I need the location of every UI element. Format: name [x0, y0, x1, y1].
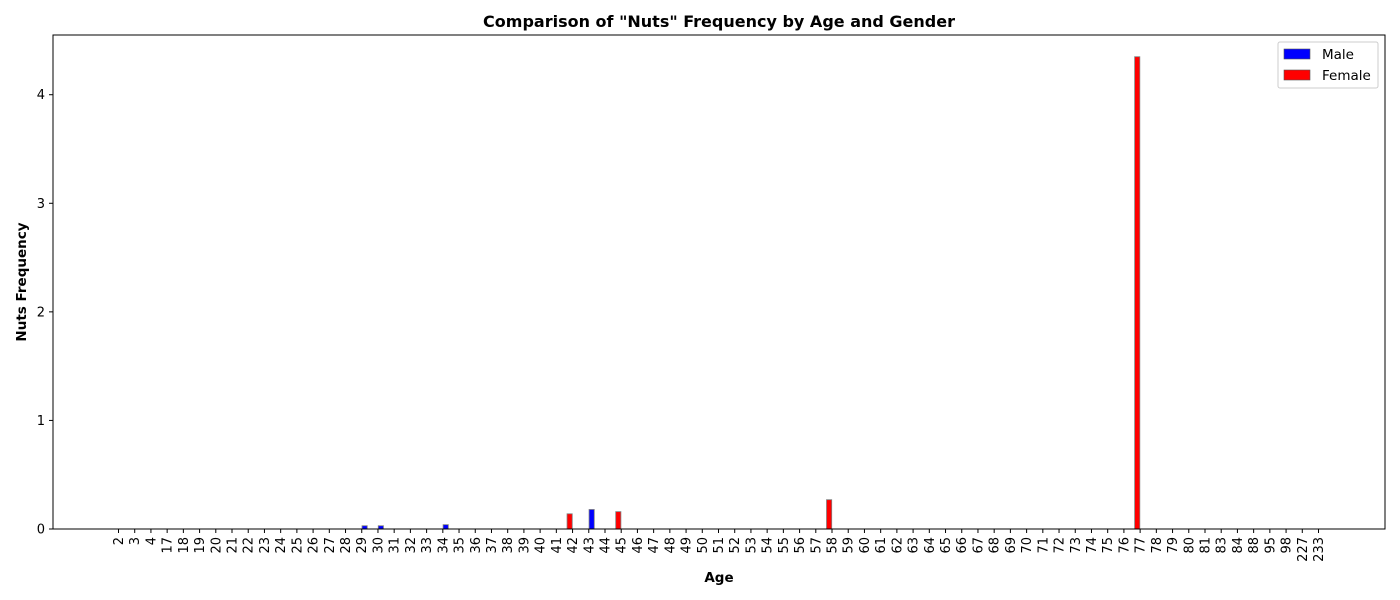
x-tick-label-50: 50	[696, 537, 711, 554]
y-tick-label: 1	[37, 414, 45, 429]
x-tick-label-47: 47	[647, 537, 662, 554]
x-tick-label-88: 88	[1247, 537, 1262, 554]
x-tick-label-65: 65	[939, 537, 954, 554]
x-tick-label-41: 41	[550, 537, 565, 554]
x-tick-label-49: 49	[680, 537, 695, 554]
x-tick-label-38: 38	[501, 537, 516, 554]
bar-male-age-43	[588, 509, 595, 530]
plot-frame	[52, 34, 1386, 530]
x-tick-label-62: 62	[890, 537, 905, 554]
x-tick-label-26: 26	[307, 537, 322, 554]
x-tick-label-23: 23	[258, 537, 273, 554]
legend-swatch-male	[1283, 48, 1311, 60]
x-tick-label-74: 74	[1085, 537, 1100, 554]
x-tick-label-66: 66	[955, 537, 970, 554]
x-tick-label-45: 45	[615, 537, 630, 554]
x-tick-label-36: 36	[469, 537, 484, 554]
x-tick-label-57: 57	[809, 537, 824, 554]
y-axis: 0 1 2 3 4	[37, 88, 53, 538]
x-tick-label-21: 21	[226, 537, 241, 554]
bar-male-age-34	[442, 524, 449, 530]
x-tick-label-77: 77	[1134, 537, 1149, 554]
x-tick-label-79: 79	[1166, 537, 1181, 554]
bar-female-age-45	[615, 511, 622, 530]
x-tick-label-24: 24	[274, 537, 289, 554]
x-tick-label-35: 35	[453, 537, 468, 554]
x-tick-label-52: 52	[728, 537, 743, 554]
x-tick-label-67: 67	[971, 537, 986, 554]
x-tick-label-56: 56	[793, 537, 808, 554]
legend: Male Female	[1277, 41, 1379, 89]
x-tick-label-27: 27	[323, 537, 338, 554]
x-tick-label-98: 98	[1280, 537, 1295, 554]
x-tick-label-40: 40	[534, 537, 549, 554]
x-tick-label-61: 61	[874, 537, 889, 554]
x-tick-label-42: 42	[566, 537, 581, 554]
x-tick-label-39: 39	[517, 537, 532, 554]
x-tick-label-33: 33	[420, 537, 435, 554]
bar-female-age-58	[826, 499, 833, 530]
bar-female-age-42	[566, 513, 573, 530]
bar-female-age-77	[1134, 56, 1141, 530]
x-tick-label-81: 81	[1198, 537, 1213, 554]
x-tick-label-46: 46	[631, 537, 646, 554]
x-tick-label-30: 30	[371, 537, 386, 554]
x-tick-label-95: 95	[1263, 537, 1278, 554]
x-tick-label-31: 31	[388, 537, 403, 554]
x-tick-label-69: 69	[1004, 537, 1019, 554]
x-tick-label-68: 68	[988, 537, 1003, 554]
x-tick-label-19: 19	[193, 537, 208, 554]
y-tick-label: 2	[37, 305, 45, 320]
x-tick-label-43: 43	[582, 537, 597, 554]
x-tick-label-2: 2	[112, 537, 127, 545]
x-tick-label-28: 28	[339, 537, 354, 554]
x-tick-label-73: 73	[1069, 537, 1084, 554]
x-tick-label-83: 83	[1215, 537, 1230, 554]
x-tick-label-51: 51	[712, 537, 727, 554]
x-tick-label-37: 37	[485, 537, 500, 554]
x-tick-label-71: 71	[1036, 537, 1051, 554]
bars-group	[361, 56, 1141, 530]
x-tick-label-84: 84	[1231, 537, 1246, 554]
x-tick-label-22: 22	[242, 537, 257, 554]
x-tick-label-60: 60	[858, 537, 873, 554]
x-axis: 2 3 4 17 18 19 20 21 22 23 24 25 26 27 28 29 30 31 32 33 34 3…	[112, 529, 1327, 562]
x-tick-label-227: 227	[1296, 537, 1311, 562]
x-tick-label-72: 72	[1053, 537, 1068, 554]
x-tick-label-58: 58	[826, 537, 841, 554]
x-tick-label-78: 78	[1150, 537, 1165, 554]
x-tick-label-3: 3	[128, 537, 143, 545]
y-tick-label: 0	[37, 523, 45, 538]
x-tick-label-48: 48	[663, 537, 678, 554]
x-tick-label-29: 29	[355, 537, 370, 554]
x-tick-label-70: 70	[1020, 537, 1035, 554]
x-tick-label-55: 55	[777, 537, 792, 554]
x-tick-label-76: 76	[1117, 537, 1132, 554]
y-axis-label: Nuts Frequency	[14, 222, 30, 341]
x-tick-label-54: 54	[761, 537, 776, 554]
x-tick-label-34: 34	[436, 537, 451, 554]
x-tick-label-44: 44	[598, 537, 613, 554]
legend-swatch-female	[1283, 69, 1311, 81]
x-tick-label-80: 80	[1182, 537, 1197, 554]
legend-label-male: Male	[1322, 47, 1354, 63]
x-tick-label-75: 75	[1101, 537, 1116, 554]
x-tick-label-4: 4	[144, 537, 159, 545]
x-tick-label-17: 17	[161, 537, 176, 554]
y-tick-label: 3	[37, 197, 45, 212]
x-tick-label-18: 18	[177, 537, 192, 554]
x-tick-label-59: 59	[842, 537, 857, 554]
chart-title: Comparison of "Nuts" Frequency by Age an…	[483, 12, 955, 31]
x-tick-label-32: 32	[404, 537, 419, 554]
legend-label-female: Female	[1322, 68, 1371, 84]
y-tick-label: 4	[37, 88, 45, 103]
x-tick-label-53: 53	[744, 537, 759, 554]
x-tick-label-20: 20	[209, 537, 224, 554]
x-tick-label-25: 25	[290, 537, 305, 554]
x-tick-label-63: 63	[907, 537, 922, 554]
x-axis-label: Age	[704, 570, 733, 586]
x-tick-label-64: 64	[923, 537, 938, 554]
x-tick-label-233: 233	[1312, 537, 1327, 562]
